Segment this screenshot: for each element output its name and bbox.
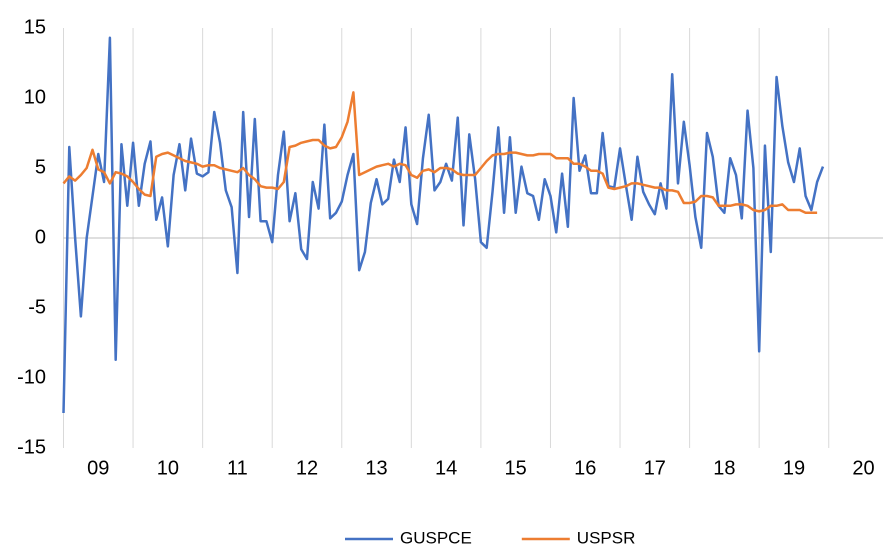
- x-tick-label: 09: [87, 457, 109, 479]
- x-tick-label: 15: [505, 457, 527, 479]
- y-tick-label: 10: [24, 86, 46, 108]
- x-tick-label: 20: [852, 457, 874, 479]
- series-line: [62, 91, 818, 215]
- x-tick-label: 17: [644, 457, 666, 479]
- legend-label: GUSPCE: [400, 528, 472, 547]
- y-tick-label: 15: [24, 16, 46, 38]
- y-tick-label: 5: [35, 156, 46, 178]
- y-tick-label: -15: [17, 436, 46, 458]
- legend-label: USPSR: [577, 528, 636, 547]
- x-tick-label: 16: [574, 457, 596, 479]
- x-tick-label: 12: [296, 457, 318, 479]
- x-tick-label: 19: [783, 457, 805, 479]
- y-tick-label: -10: [17, 366, 46, 388]
- x-tick-label: 13: [365, 457, 387, 479]
- x-tick-label: 10: [157, 457, 179, 479]
- x-tick-label: 11: [227, 457, 248, 479]
- y-tick-label: -5: [28, 296, 46, 318]
- x-tick-label: 14: [435, 457, 457, 479]
- y-tick-label: 0: [35, 226, 46, 248]
- series-line: [62, 36, 825, 414]
- x-tick-label: 18: [713, 457, 735, 479]
